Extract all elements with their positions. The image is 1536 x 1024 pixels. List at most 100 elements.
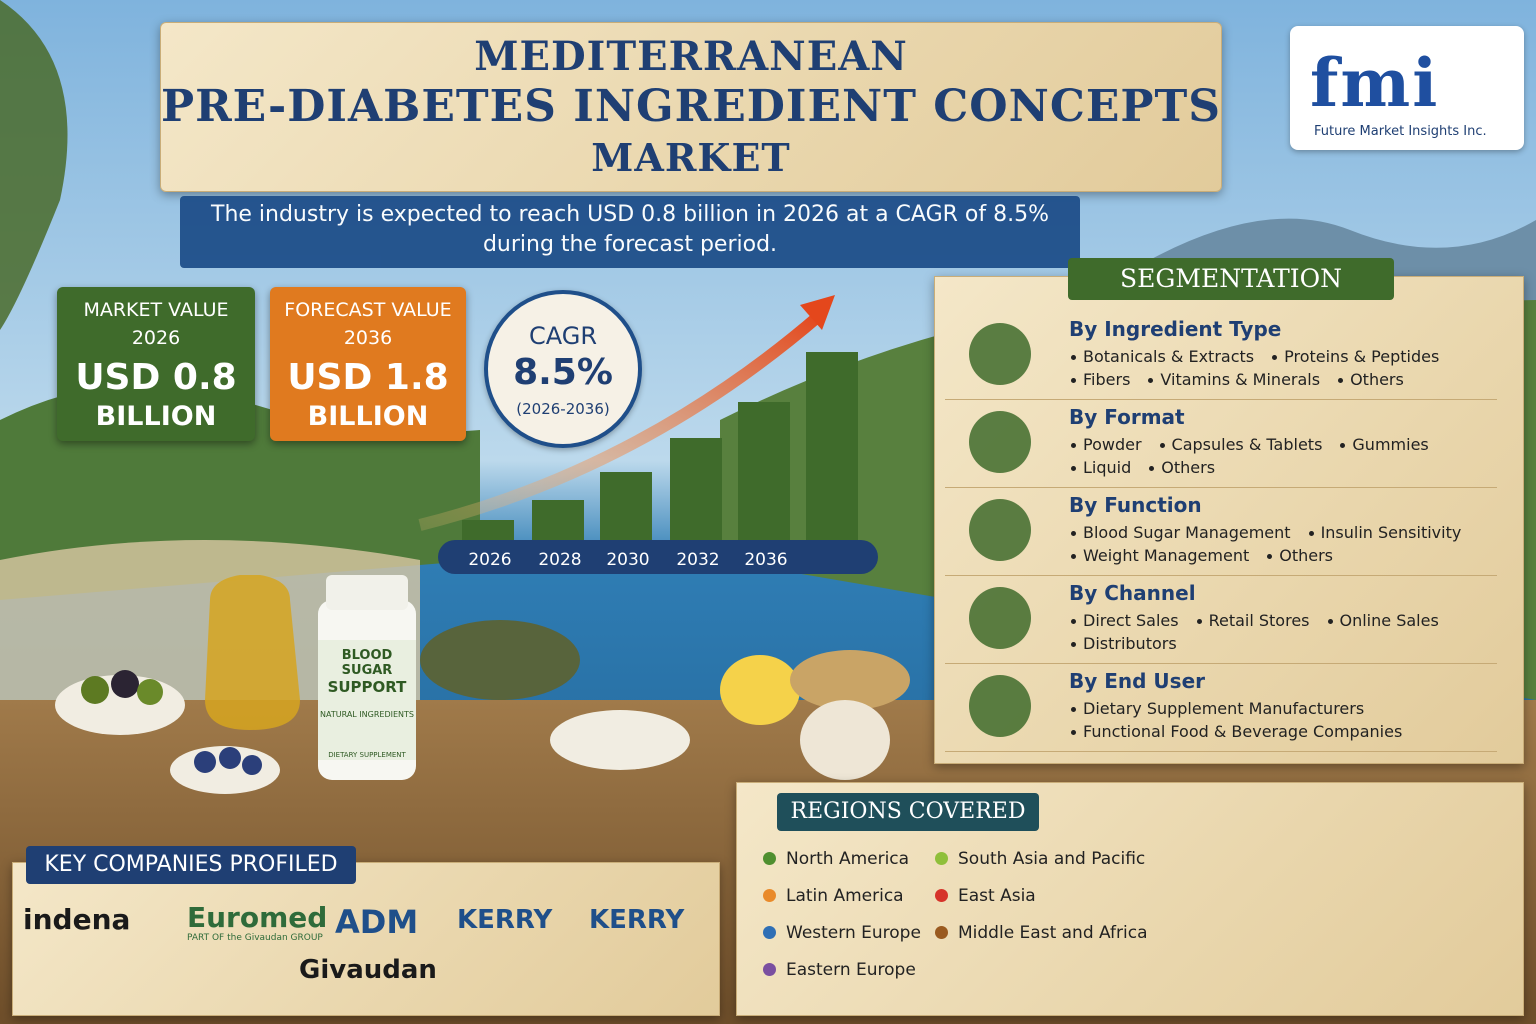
forecast-value-card: FORECAST VALUE 2036 USD 1.8 BILLION xyxy=(270,287,466,441)
region-dot xyxy=(763,926,776,939)
segment-title: By Ingredient Type xyxy=(1069,317,1282,341)
regions-panel: REGIONS COVERED North America Latin Ameri… xyxy=(736,782,1524,1016)
segment-item: Direct Sales xyxy=(1071,611,1179,630)
segment-item: Dietary Supplement Manufacturers xyxy=(1071,699,1364,718)
subtitle: The industry is expected to reach USD 0.… xyxy=(211,202,1049,227)
region-dot xyxy=(763,963,776,976)
year-label: 2026 xyxy=(468,550,512,570)
subtitle-band: The industry is expected to reach USD 0.… xyxy=(180,196,1080,268)
market-value-card: MARKET VALUE 2026 USD 0.8 BILLION xyxy=(57,287,255,441)
segment-icon xyxy=(969,411,1031,473)
cagr-badge: CAGR 8.5% (2026-2036) xyxy=(484,290,642,448)
companies-panel: indena Euromed PART OF the Givaudan GROUP A… xyxy=(12,862,720,1016)
segment-items: Powder Capsules & Tablets Gummies Liquid Oth… xyxy=(1071,435,1491,477)
kpi-label: MARKET VALUE xyxy=(83,299,229,321)
segment-row: By Channel Direct Sales Retail Stores Onlin… xyxy=(945,575,1497,664)
segment-item: Fibers xyxy=(1071,370,1130,389)
region-dot xyxy=(935,926,948,939)
segment-item: Others xyxy=(1338,370,1404,389)
year-label: 2028 xyxy=(538,550,582,570)
region-dot xyxy=(763,852,776,865)
company-note: PART OF the Givaudan GROUP xyxy=(187,933,323,943)
segment-item: Distributors xyxy=(1071,634,1177,653)
product-name: SUPPORT xyxy=(327,678,407,696)
segment-item: Insulin Sensitivity xyxy=(1309,523,1462,542)
title-banner: MEDITERRANEAN PRE-DIABETES INGREDIENT CO… xyxy=(160,22,1222,192)
segment-item: Weight Management xyxy=(1071,546,1249,565)
regions-title: REGIONS COVERED xyxy=(777,793,1039,831)
segment-item: Functional Food & Beverage Companies xyxy=(1071,722,1402,741)
segment-title: By Channel xyxy=(1069,581,1196,605)
region-name: Eastern Europe xyxy=(786,960,916,980)
growth-years: 2026 2028 2030 2032 2036 xyxy=(440,548,880,572)
cagr-period: (2026-2036) xyxy=(516,400,610,418)
segment-items: Dietary Supplement Manufacturers Function… xyxy=(1071,699,1491,741)
logo-tagline: Future Market Insights Inc. xyxy=(1314,124,1487,139)
segment-item: Capsules & Tablets xyxy=(1160,435,1323,454)
region-item: North America xyxy=(763,849,909,869)
companies-title: KEY COMPANIES PROFILED xyxy=(26,846,356,884)
segment-items: Botanicals & Extracts Proteins & Peptides… xyxy=(1071,347,1491,389)
segment-title: By Function xyxy=(1069,493,1202,517)
company-logo: indena xyxy=(23,903,131,936)
kpi-year: 2026 xyxy=(131,327,181,349)
region-name: Middle East and Africa xyxy=(958,923,1148,943)
segment-item: Blood Sugar Management xyxy=(1071,523,1291,542)
segmentation-title: SEGMENTATION xyxy=(1068,258,1394,300)
region-item: Latin America xyxy=(763,886,904,906)
kpi-unit: BILLION xyxy=(95,401,217,432)
segment-item: Proteins & Peptides xyxy=(1272,347,1439,366)
segment-title: By End User xyxy=(1069,669,1205,693)
product-claim: NATURAL INGREDIENTS xyxy=(320,710,414,719)
region-name: Western Europe xyxy=(786,923,921,943)
region-dot xyxy=(935,889,948,902)
region-name: Latin America xyxy=(786,886,904,906)
segment-icon xyxy=(969,675,1031,737)
region-name: East Asia xyxy=(958,886,1036,906)
year-label: 2032 xyxy=(676,550,720,570)
segment-title: By Format xyxy=(1069,405,1185,429)
region-dot xyxy=(763,889,776,902)
segment-row: By End User Dietary Supplement Manufactur… xyxy=(945,663,1497,752)
segment-icon xyxy=(969,587,1031,649)
segment-row: By Ingredient Type Botanicals & Extracts P… xyxy=(945,311,1497,400)
kpi-year: 2036 xyxy=(343,327,393,349)
segment-icon xyxy=(969,499,1031,561)
year-label: 2036 xyxy=(744,550,788,570)
subtitle: during the forecast period. xyxy=(482,232,778,257)
segment-items: Direct Sales Retail Stores Online Sales Dis… xyxy=(1071,611,1491,653)
product-type: DIETARY SUPPLEMENT xyxy=(328,751,406,759)
company-logo: KERRY xyxy=(457,905,553,935)
segment-row: By Format Powder Capsules & Tablets Gummies… xyxy=(945,399,1497,488)
logo: fmi Future Market Insights Inc. xyxy=(1290,26,1524,150)
segmentation-panel: By Ingredient Type Botanicals & Extracts P… xyxy=(934,276,1524,764)
region-item: East Asia xyxy=(935,886,1036,906)
company-logo: Euromed xyxy=(187,901,328,934)
segment-icon xyxy=(969,323,1031,385)
cagr-value: 8.5% xyxy=(513,352,613,393)
segment-item: Others xyxy=(1267,546,1333,565)
segment-item: Vitamins & Minerals xyxy=(1148,370,1320,389)
segment-item: Botanicals & Extracts xyxy=(1071,347,1254,366)
region-name: South Asia and Pacific xyxy=(958,849,1146,869)
region-item: Eastern Europe xyxy=(763,960,916,980)
title-line: MEDITERRANEAN xyxy=(474,33,908,80)
product-name: BLOOD SUGAR xyxy=(341,648,393,678)
segment-row: By Function Blood Sugar Management Insulin… xyxy=(945,487,1497,576)
segment-item: Powder xyxy=(1071,435,1142,454)
title-line: MARKET xyxy=(591,135,791,180)
logo-mark: fmi xyxy=(1310,44,1440,122)
region-name: North America xyxy=(786,849,910,869)
year-label: 2030 xyxy=(606,550,650,570)
title-line: PRE-DIABETES INGREDIENT CONCEPTS xyxy=(161,81,1222,132)
region-item: South Asia and Pacific xyxy=(935,849,1145,869)
kpi-unit: BILLION xyxy=(307,401,429,432)
kpi-value: USD 0.8 xyxy=(75,357,237,398)
region-item: Western Europe xyxy=(763,923,921,943)
segment-items: Blood Sugar Management Insulin Sensitivit… xyxy=(1071,523,1491,565)
segment-item: Others xyxy=(1149,458,1215,477)
segment-item: Online Sales xyxy=(1328,611,1439,630)
cagr-label: CAGR xyxy=(528,322,598,350)
region-dot xyxy=(935,852,948,865)
